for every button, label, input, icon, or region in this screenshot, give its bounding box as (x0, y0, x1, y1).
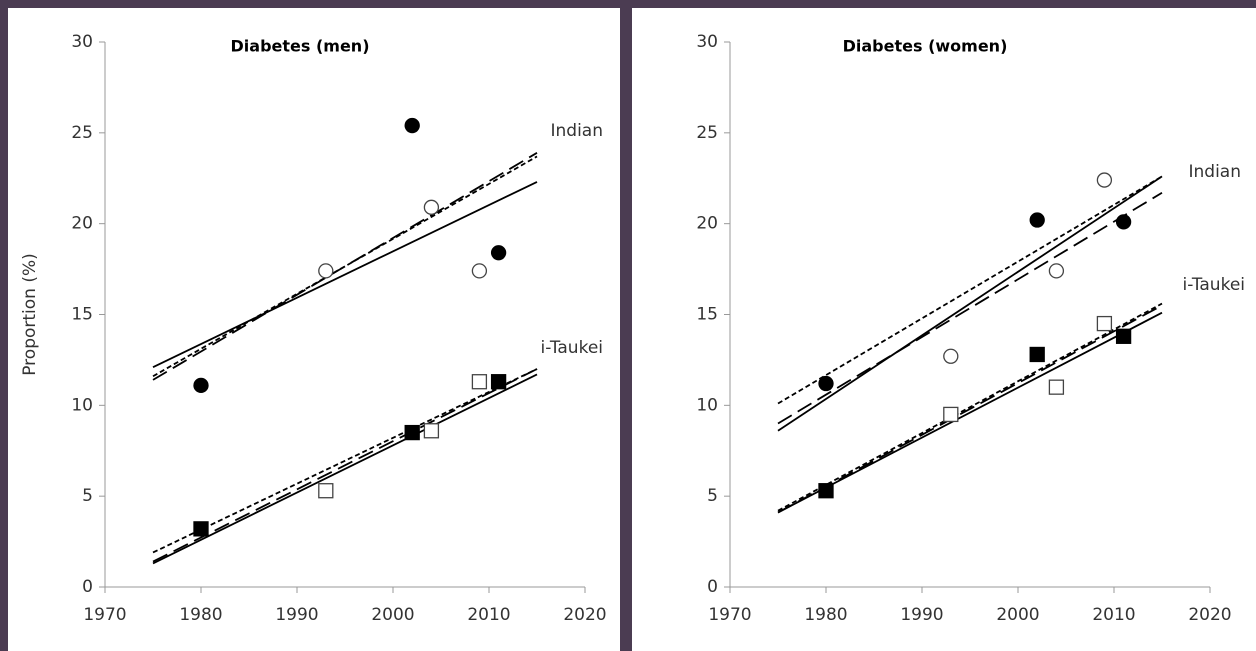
y-tick-label: 10 (71, 395, 93, 415)
trend-line (777, 304, 1163, 514)
trend-line (777, 192, 1163, 425)
point (471, 263, 488, 279)
trend-line (777, 175, 1163, 432)
y-tick-label: 15 (696, 305, 718, 325)
y-tick-label: 0 (707, 577, 718, 597)
y-tick-label: 30 (71, 32, 93, 52)
annotation: Indian (1189, 162, 1242, 182)
point (818, 375, 834, 392)
point (423, 199, 440, 215)
x-tick-label: 1980 (804, 605, 847, 625)
x-tick-label: 2000 (371, 605, 414, 625)
point (1096, 315, 1113, 332)
trend-line (152, 155, 538, 378)
point (404, 424, 420, 441)
y-tick-label: 25 (71, 123, 93, 143)
point (943, 348, 959, 364)
y-tick-label: 15 (71, 305, 93, 325)
point (490, 374, 507, 390)
point (1115, 214, 1132, 230)
point (818, 483, 834, 499)
y-tick-label: 10 (696, 395, 718, 415)
x-tick-label: 1970 (83, 605, 126, 625)
point (490, 245, 507, 261)
x-tick-label: 2010 (467, 605, 510, 625)
annotation: Indian (551, 121, 604, 141)
y-tick-label: 30 (696, 32, 718, 52)
point (1096, 172, 1113, 188)
point (1115, 328, 1132, 344)
trend-line (152, 368, 538, 554)
trend-line (777, 302, 1163, 512)
x-tick-label: 2020 (563, 605, 606, 625)
x-tick-label: 1970 (708, 605, 751, 625)
trend-line (777, 311, 1163, 514)
point (318, 483, 334, 499)
y-tick-label: 0 (82, 577, 93, 597)
point (1048, 263, 1065, 279)
y-axis-label: Proportion (%) (20, 253, 40, 376)
point (423, 423, 440, 439)
point (471, 374, 488, 390)
annotation: i-Taukei (541, 338, 603, 358)
x-tick-label: 1980 (179, 605, 222, 625)
point (193, 377, 209, 394)
x-tick-label: 2020 (1188, 605, 1231, 625)
x-tick-label: 2010 (1092, 605, 1135, 625)
panel (8, 8, 620, 651)
chart-title: Diabetes (women) (843, 37, 1008, 56)
trend-line (152, 152, 538, 381)
x-tick-label: 1990 (275, 605, 318, 625)
y-tick-label: 25 (696, 123, 718, 143)
y-tick-label: 5 (707, 486, 718, 506)
x-tick-label: 2000 (996, 605, 1039, 625)
y-tick-label: 20 (71, 214, 93, 234)
point (193, 521, 209, 537)
y-tick-label: 20 (696, 214, 718, 234)
trend-line (152, 373, 538, 565)
y-tick-label: 5 (82, 486, 93, 506)
trend-line (152, 368, 538, 563)
point (318, 263, 334, 279)
trend-line (777, 175, 1163, 405)
point (1029, 212, 1045, 228)
point (404, 117, 420, 134)
point (1048, 379, 1065, 395)
x-tick-label: 1990 (900, 605, 943, 625)
trend-line (152, 181, 538, 368)
panel (632, 8, 1256, 651)
point (943, 406, 959, 423)
annotation: i-Taukei (1183, 275, 1245, 295)
point (1029, 346, 1045, 363)
chart-title: Diabetes (men) (231, 37, 370, 56)
